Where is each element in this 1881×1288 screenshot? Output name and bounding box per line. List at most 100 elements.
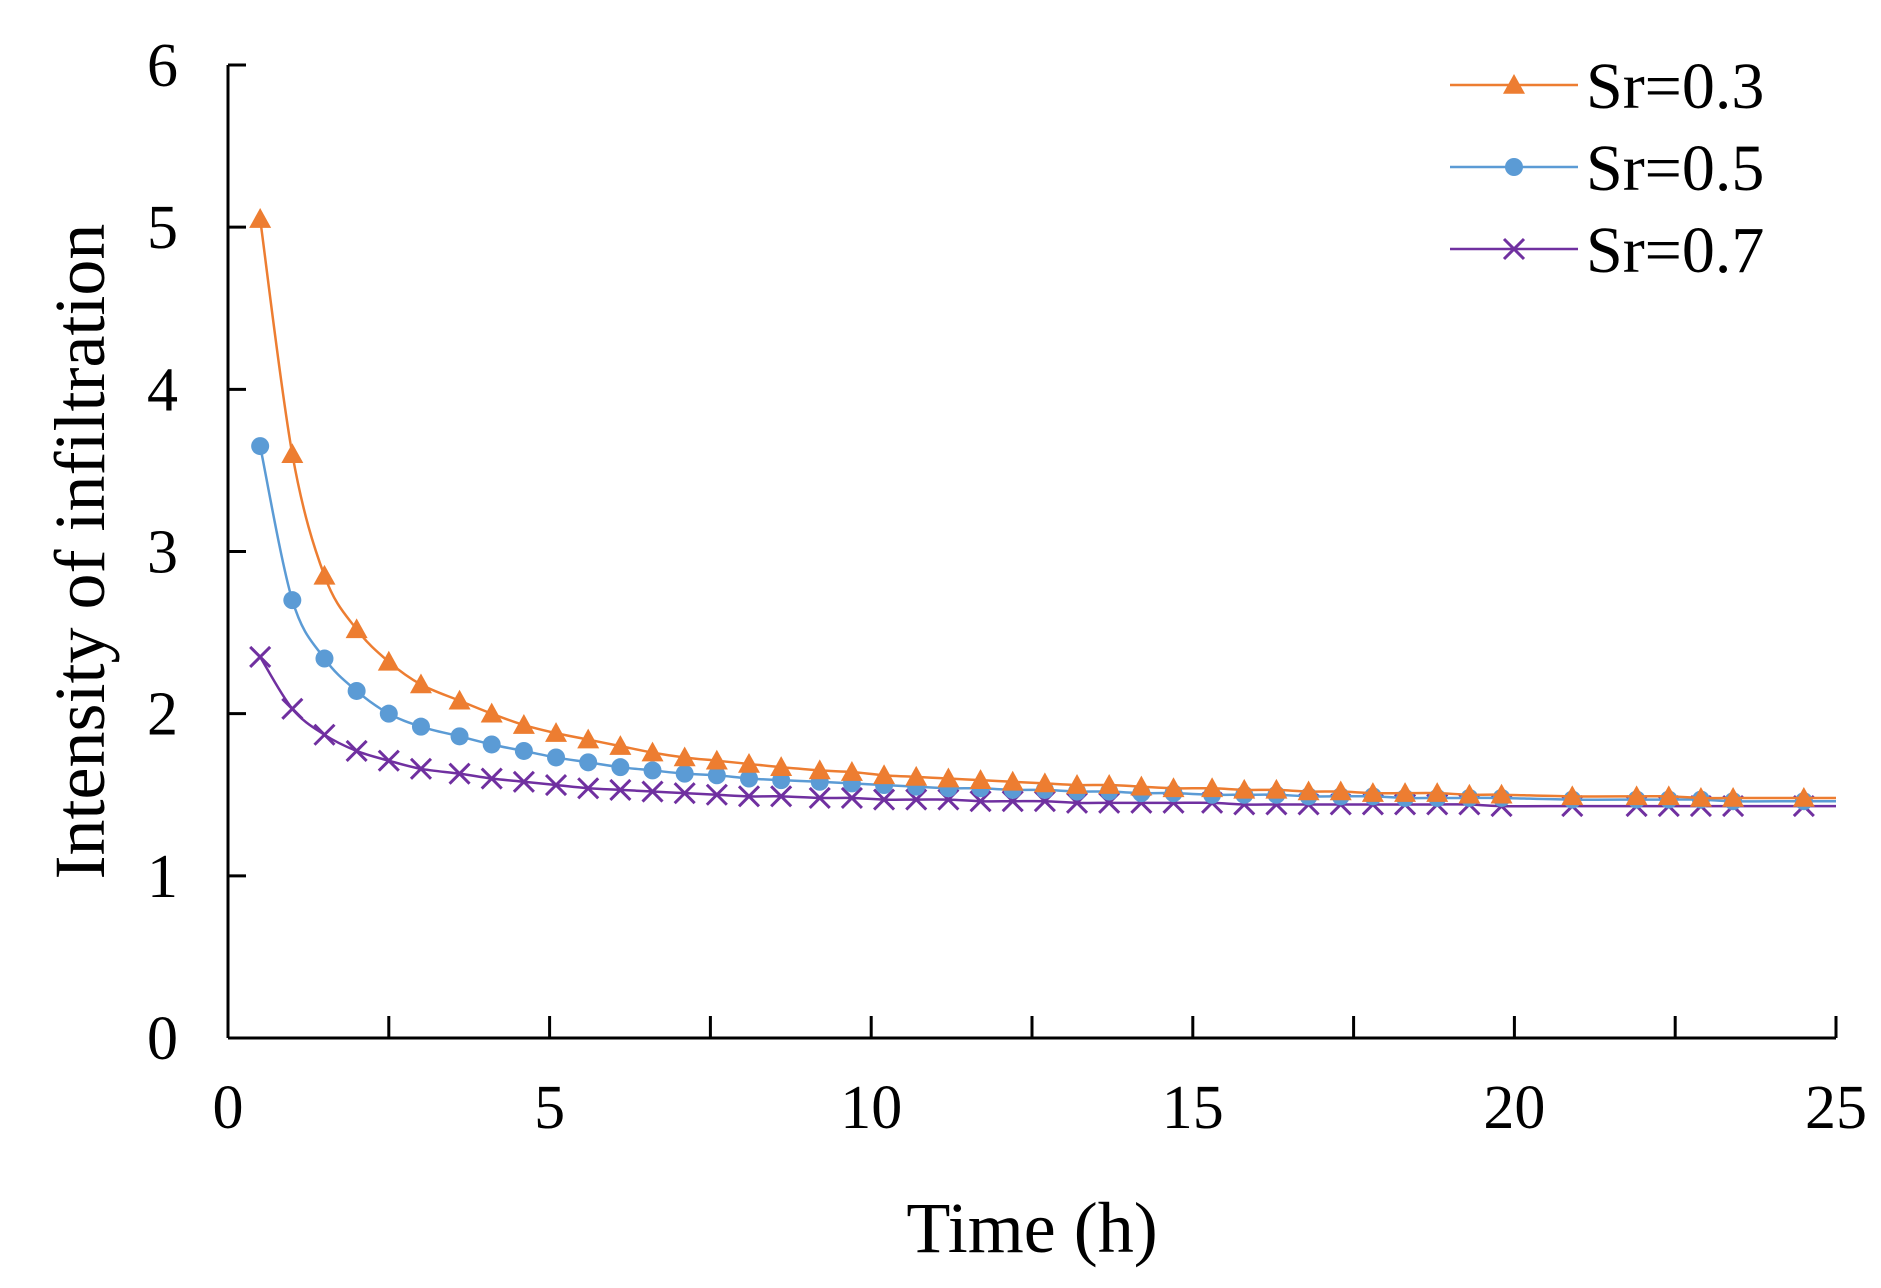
data-point-sr-0-3 bbox=[480, 702, 503, 723]
data-point-sr-0-3 bbox=[545, 722, 568, 742]
y-tick-label: 0 bbox=[147, 1005, 178, 1073]
x-tick-label: 25 bbox=[1805, 1074, 1867, 1142]
data-point-sr-0-7 bbox=[969, 790, 992, 813]
series-line-sr-0-3 bbox=[258, 218, 1836, 800]
data-point-sr-0-5 bbox=[675, 764, 694, 783]
data-point-sr-0-7 bbox=[609, 778, 632, 801]
data-point-sr-0-5 bbox=[611, 758, 630, 777]
data-point-sr-0-3 bbox=[1458, 783, 1481, 804]
data-point-sr-0-3 bbox=[1233, 778, 1256, 799]
data-point-sr-0-3 bbox=[641, 741, 664, 762]
data-point-sr-0-3 bbox=[737, 752, 760, 773]
legend-marker bbox=[1502, 237, 1526, 261]
data-point-sr-0-7 bbox=[480, 767, 503, 790]
data-point-sr-0-3 bbox=[808, 759, 831, 780]
y-axis-ticks: 0 1 2 3 4 5 6 bbox=[147, 32, 246, 1073]
data-point-sr-0-5 bbox=[739, 769, 758, 788]
data-point-sr-0-7 bbox=[281, 697, 304, 720]
data-point-sr-0-3 bbox=[1130, 775, 1153, 796]
data-point-sr-0-3 bbox=[705, 749, 728, 770]
data-point-sr-0-3 bbox=[409, 673, 432, 694]
data-point-sr-0-3 bbox=[512, 714, 535, 734]
series-layer bbox=[249, 208, 1836, 818]
data-point-sr-0-3 bbox=[1001, 770, 1024, 791]
x-tick-label: 10 bbox=[840, 1074, 902, 1142]
data-point-sr-0-3 bbox=[1033, 772, 1056, 793]
data-point-sr-0-5 bbox=[547, 748, 566, 767]
data-point-sr-0-3 bbox=[1792, 786, 1815, 807]
legend-item-sr-0-5: Sr=0.5 bbox=[1450, 132, 1764, 205]
data-point-sr-0-7 bbox=[249, 645, 272, 668]
series-sr-0-3 bbox=[249, 208, 1836, 807]
data-point-sr-0-3 bbox=[1361, 782, 1384, 802]
legend-label: Sr=0.5 bbox=[1586, 132, 1764, 205]
data-point-sr-0-5 bbox=[579, 753, 598, 772]
data-point-sr-0-3 bbox=[1394, 782, 1417, 802]
data-point-sr-0-3 bbox=[313, 564, 336, 585]
legend-label: Sr=0.7 bbox=[1586, 214, 1764, 287]
x-tick-label: 15 bbox=[1162, 1074, 1224, 1142]
data-point-sr-0-3 bbox=[609, 735, 632, 755]
y-tick-label: 3 bbox=[147, 519, 178, 587]
x-axis-ticks: 0 5 10 15 20 25 bbox=[213, 1016, 1867, 1142]
series-line-sr-0-7 bbox=[259, 656, 1836, 808]
data-point-sr-0-7 bbox=[641, 780, 664, 803]
data-point-sr-0-3 bbox=[1689, 786, 1712, 807]
data-point-sr-0-3 bbox=[1265, 778, 1288, 799]
data-point-sr-0-7 bbox=[544, 773, 568, 797]
data-point-sr-0-3 bbox=[448, 689, 471, 710]
x-tick-label: 5 bbox=[534, 1074, 565, 1142]
data-point-sr-0-7 bbox=[873, 788, 896, 811]
legend: Sr=0.3 Sr=0.5 Sr=0.7 bbox=[1450, 50, 1764, 287]
data-point-sr-0-5 bbox=[450, 727, 469, 746]
data-point-sr-0-7 bbox=[577, 777, 600, 800]
y-tick-label: 6 bbox=[147, 32, 178, 100]
data-point-sr-0-3 bbox=[1297, 780, 1320, 801]
data-point-sr-0-7 bbox=[705, 783, 728, 806]
data-point-sr-0-7 bbox=[345, 739, 368, 763]
data-point-sr-0-3 bbox=[1561, 785, 1584, 806]
data-point-sr-0-7 bbox=[448, 762, 471, 785]
data-point-sr-0-3 bbox=[937, 767, 960, 788]
data-point-sr-0-3 bbox=[1722, 786, 1745, 807]
y-axis-title: Intensity of infiltration bbox=[40, 224, 120, 880]
data-point-sr-0-7 bbox=[770, 785, 793, 808]
data-point-sr-0-3 bbox=[1625, 785, 1648, 806]
data-point-sr-0-7 bbox=[313, 723, 336, 746]
y-tick-label: 4 bbox=[147, 356, 178, 424]
data-point-sr-0-3 bbox=[969, 769, 992, 789]
data-point-sr-0-5 bbox=[643, 761, 662, 780]
data-point-sr-0-3 bbox=[1490, 783, 1513, 804]
data-point-sr-0-5 bbox=[707, 766, 726, 785]
legend-label: Sr=0.3 bbox=[1586, 50, 1764, 123]
data-point-sr-0-7 bbox=[737, 785, 761, 808]
series-sr-0-5 bbox=[251, 437, 1836, 811]
y-tick-label: 1 bbox=[147, 843, 178, 911]
y-tick-label: 2 bbox=[147, 681, 178, 749]
y-tick-label: 5 bbox=[147, 194, 178, 262]
data-point-sr-0-3 bbox=[1098, 774, 1121, 794]
data-point-sr-0-5 bbox=[482, 735, 501, 754]
legend-marker bbox=[1505, 158, 1523, 176]
axes bbox=[226, 65, 1836, 1040]
data-point-sr-0-5 bbox=[251, 437, 270, 456]
data-point-sr-0-5 bbox=[347, 681, 366, 700]
x-tick-label: 0 bbox=[213, 1074, 244, 1142]
data-point-sr-0-3 bbox=[1329, 780, 1352, 801]
data-point-sr-0-3 bbox=[281, 443, 304, 463]
data-point-sr-0-7 bbox=[808, 786, 831, 810]
x-tick-label: 20 bbox=[1483, 1074, 1545, 1142]
data-point-sr-0-3 bbox=[1066, 774, 1089, 794]
data-point-sr-0-7 bbox=[673, 782, 696, 805]
data-point-sr-0-3 bbox=[1657, 785, 1680, 806]
data-point-sr-0-5 bbox=[514, 741, 533, 760]
data-point-sr-0-3 bbox=[249, 208, 272, 228]
data-point-sr-0-7 bbox=[905, 788, 928, 811]
data-point-sr-0-3 bbox=[1162, 777, 1185, 798]
data-point-sr-0-7 bbox=[512, 770, 535, 793]
data-point-sr-0-7 bbox=[840, 786, 863, 810]
data-point-sr-0-7 bbox=[409, 757, 433, 780]
data-point-sr-0-3 bbox=[873, 764, 896, 785]
data-point-sr-0-3 bbox=[770, 756, 793, 776]
